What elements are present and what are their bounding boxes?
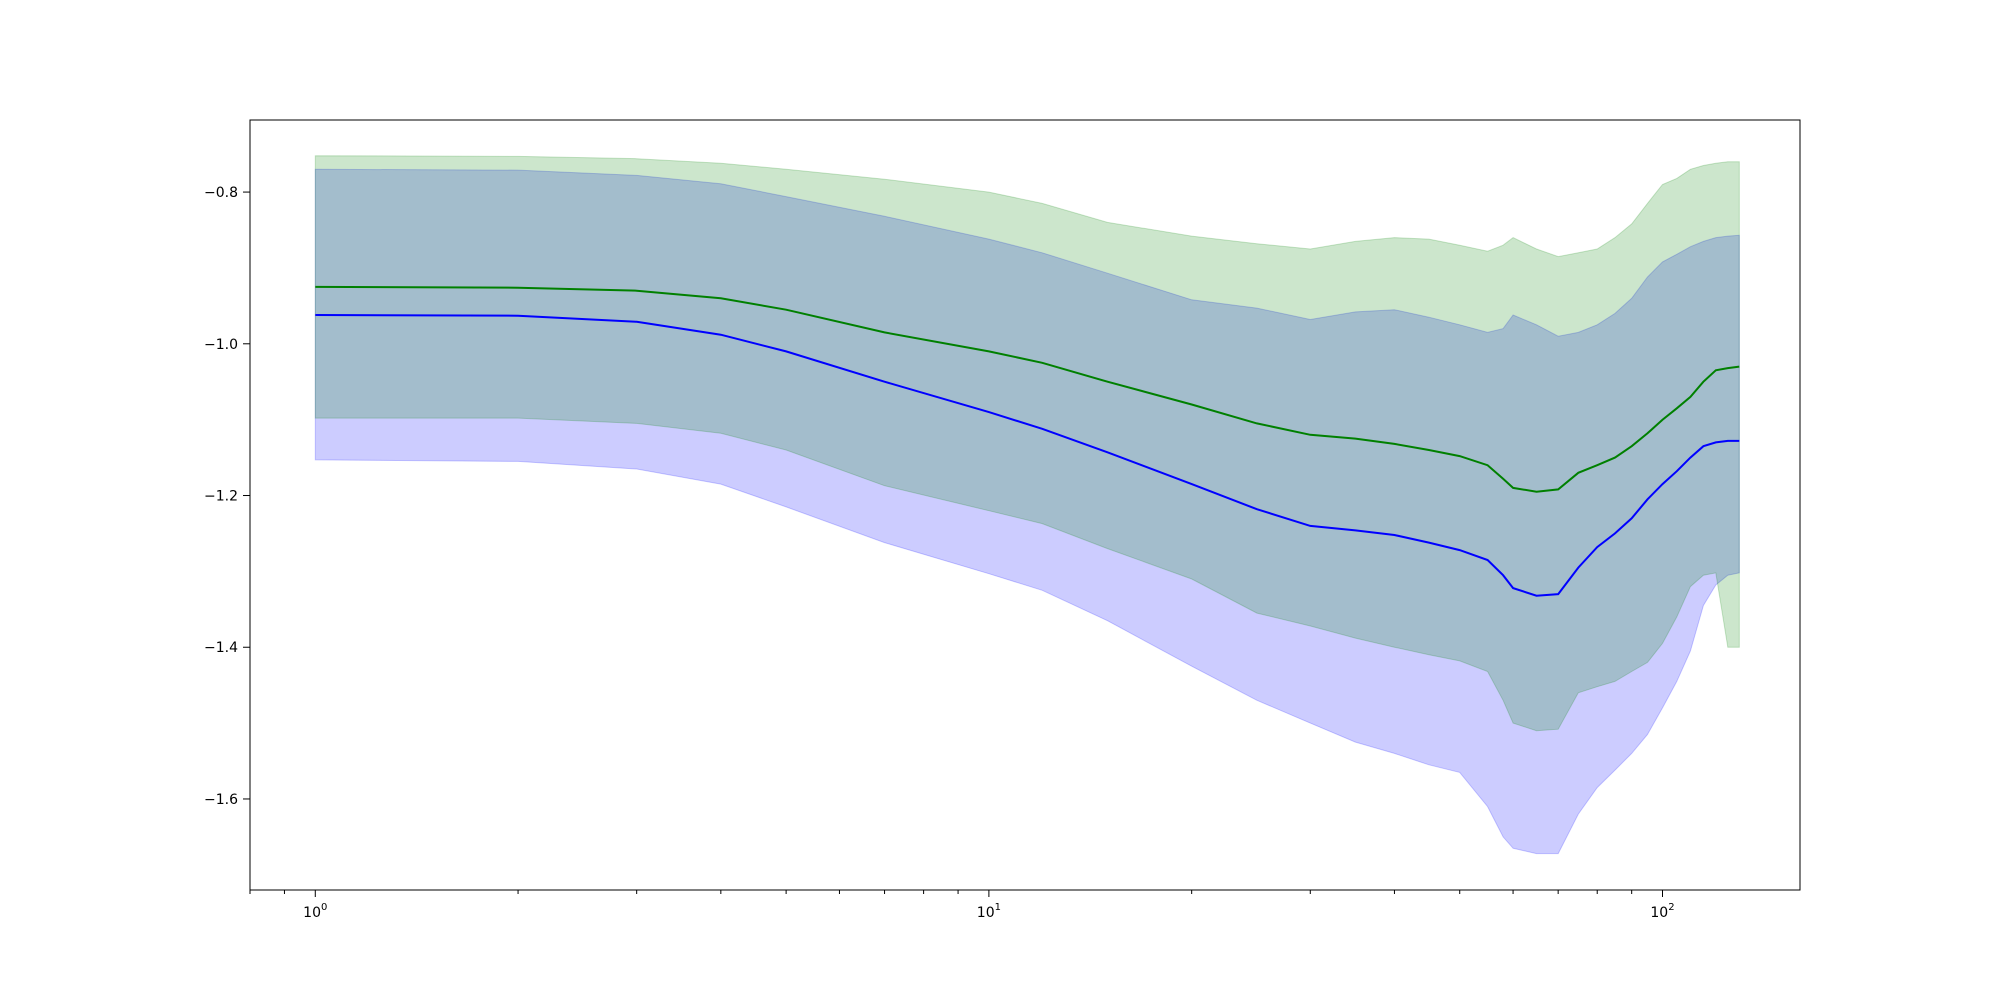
y-tick-label: −1.4 xyxy=(204,640,238,656)
confidence-band-1 xyxy=(314,168,1740,855)
y-tick-label: −1.0 xyxy=(204,337,238,353)
y-axis-ticks: −0.8 −1.0 −1.2 −1.4 −1.6 xyxy=(204,185,250,808)
y-tick-label: −0.8 xyxy=(204,185,238,201)
confidence-band-2 xyxy=(314,155,1740,732)
x-axis-ticks: 100 101 102 xyxy=(249,890,1675,921)
y-tick-label: −1.6 xyxy=(204,792,238,808)
lines-layer xyxy=(315,285,1740,597)
series-line-2 xyxy=(315,314,1740,597)
series-line-1 xyxy=(315,285,1740,493)
x-tick-label: 101 xyxy=(977,902,1001,921)
x-tick-label: 102 xyxy=(1650,902,1674,921)
axes-frame xyxy=(249,119,1801,891)
x-tick-label: 100 xyxy=(303,902,327,921)
y-tick-label: −1.2 xyxy=(204,489,238,505)
bands-layer xyxy=(314,155,1740,855)
